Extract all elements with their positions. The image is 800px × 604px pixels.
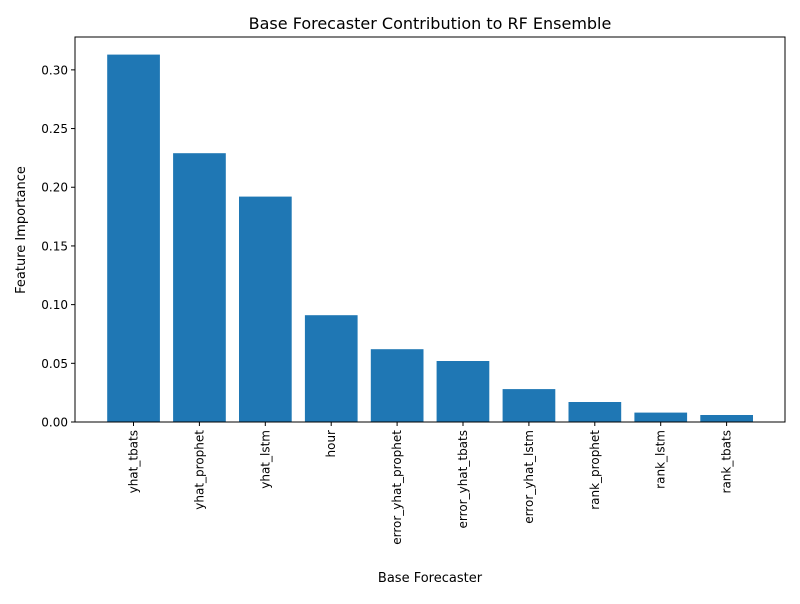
bar-yhat_prophet	[173, 153, 226, 422]
y-tick-label-0.15: 0.15	[41, 239, 68, 253]
x-tick-label-hour: hour	[324, 430, 338, 458]
bar-error_yhat_prophet	[370, 349, 424, 422]
plot-frame	[74, 36, 786, 423]
bar-error_yhat_lstm	[502, 389, 556, 422]
bars-group	[107, 54, 753, 422]
bar-rank_prophet	[568, 402, 622, 422]
x-tick-label-yhat_lstm: yhat_lstm	[258, 430, 272, 489]
bar-error_yhat_tbats	[436, 361, 490, 422]
bar-rank_tbats	[700, 415, 753, 422]
x-axis: yhat_tbats yhat_prophet yhat_lstm hour error…	[127, 422, 734, 545]
bar-yhat_tbats	[107, 54, 160, 422]
chart-title: Base Forecaster Contribution to RF Ensem…	[249, 14, 612, 33]
x-tick-label-rank_prophet: rank_prophet	[588, 430, 602, 510]
bar-yhat_lstm	[239, 196, 292, 422]
x-tick-label-yhat_prophet: yhat_prophet	[192, 430, 206, 510]
x-tick-label-yhat_tbats: yhat_tbats	[127, 430, 141, 493]
y-tick-label-0.10: 0.10	[41, 298, 68, 312]
x-tick-label-error_yhat_tbats: error_yhat_tbats	[456, 430, 470, 528]
y-axis: 0.00 0.05 0.10 0.15 0.20 0.25 0.30	[41, 63, 75, 430]
x-axis-label: Base Forecaster	[378, 571, 483, 586]
y-tick-label-0.25: 0.25	[41, 122, 68, 136]
x-tick-label-rank_tbats: rank_tbats	[720, 430, 734, 493]
x-tick-label-error_yhat_lstm: error_yhat_lstm	[522, 430, 536, 524]
y-axis-label: Feature Importance	[14, 166, 29, 294]
x-tick-label-rank_lstm: rank_lstm	[654, 430, 668, 489]
y-tick-label-0.20: 0.20	[41, 181, 68, 195]
y-tick-label-0.00: 0.00	[41, 416, 68, 430]
y-tick-label-0.05: 0.05	[41, 357, 68, 371]
bar-hour	[304, 315, 358, 422]
y-tick-label-0.30: 0.30	[41, 63, 68, 77]
bar-rank_lstm	[634, 412, 688, 422]
x-tick-label-error_yhat_prophet: error_yhat_prophet	[390, 430, 404, 545]
